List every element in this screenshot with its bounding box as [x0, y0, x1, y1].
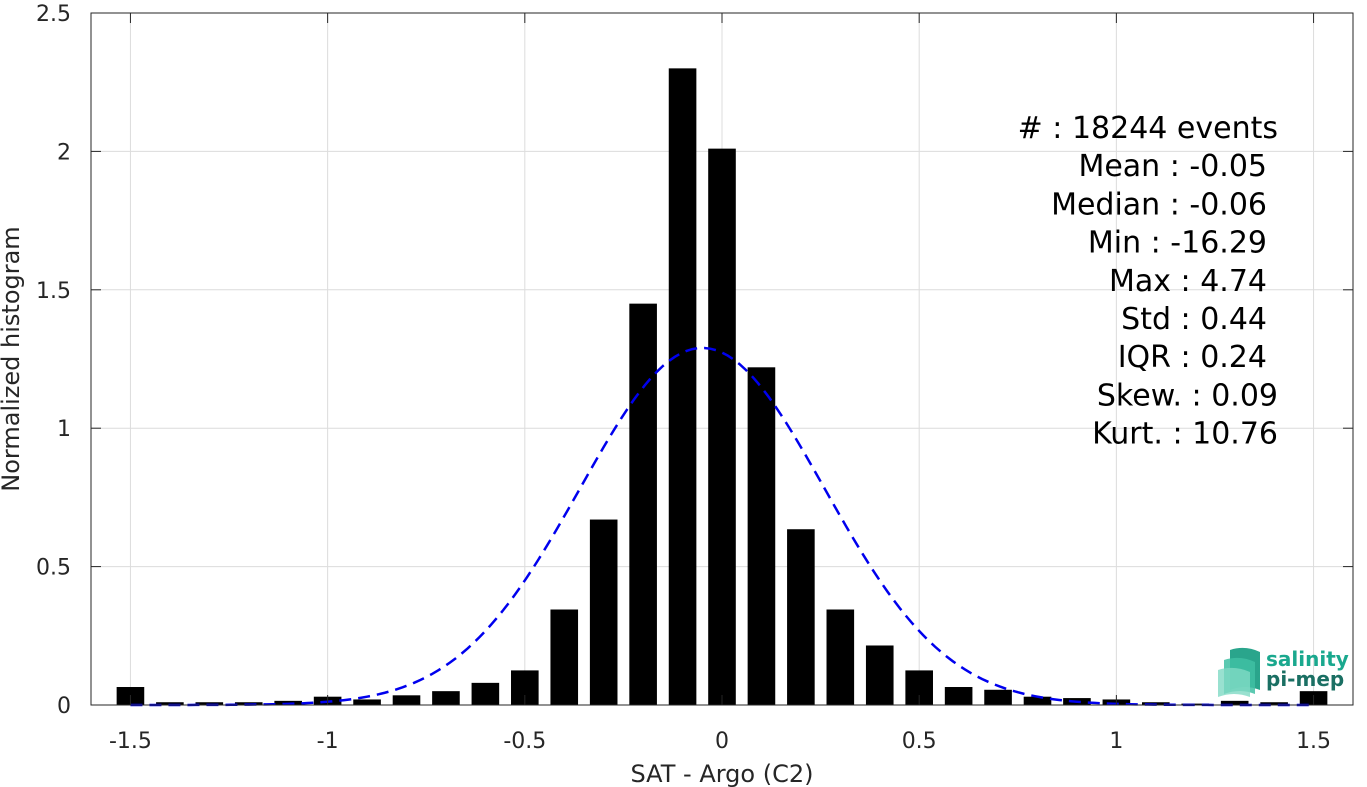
y-axis-ticks: 0 0.5 1 1.5 2 2.5: [36, 2, 1353, 719]
bar: [984, 689, 1012, 705]
bar: [944, 687, 973, 705]
bar: [353, 699, 381, 705]
y-tick-label: 2: [57, 140, 71, 165]
bar: [550, 609, 579, 705]
stats-line: # : 18244 events: [1018, 111, 1278, 146]
bar: [826, 609, 855, 705]
stats-line: Median : -0.06: [1051, 187, 1267, 222]
x-tick-label: 0.5: [902, 729, 937, 754]
bar: [471, 682, 500, 705]
logo-wave-icon: [1218, 647, 1260, 697]
salinity-pi-mep-logo: salinity pi-mep: [1218, 647, 1349, 697]
logo-line-2: pi-mep: [1266, 667, 1344, 691]
y-axis-label: Normalized histogram: [0, 226, 25, 491]
bar: [865, 645, 894, 705]
bar: [1023, 696, 1052, 705]
x-tick-label: -0.5: [503, 729, 546, 754]
x-axis-label: SAT - Argo (C2): [631, 760, 814, 787]
stats-line: Max : 4.74: [1109, 264, 1267, 299]
x-tick-label: 1: [1109, 729, 1123, 754]
bar: [1181, 703, 1210, 705]
y-tick-label: 1.5: [36, 279, 71, 304]
x-axis-ticks: -1.5 -1 -0.5 0 0.5 1 1.5: [109, 13, 1331, 754]
x-tick-label: -1.5: [109, 729, 152, 754]
bar: [432, 691, 460, 705]
bar: [156, 702, 184, 705]
stats-line: Kurt. : 10.76: [1092, 417, 1278, 452]
bar: [708, 148, 736, 705]
stats-line: Std : 0.44: [1121, 302, 1267, 337]
bar: [787, 529, 815, 705]
stats-line: Skew. : 0.09: [1097, 378, 1278, 413]
x-tick-label: 1.5: [1296, 729, 1331, 754]
y-tick-label: 0.5: [36, 556, 71, 581]
stats-line: Mean : -0.05: [1078, 149, 1267, 184]
stats-line: IQR : 0.24: [1118, 340, 1267, 375]
y-tick-label: 2.5: [36, 2, 71, 27]
bar: [392, 695, 421, 705]
bar: [1260, 702, 1288, 705]
logo-line-1: salinity: [1266, 647, 1349, 671]
bar: [629, 303, 657, 705]
bar: [195, 702, 224, 705]
y-tick-label: 1: [57, 417, 71, 442]
bar: [668, 68, 697, 706]
y-tick-label: 0: [57, 694, 71, 719]
bar: [1220, 700, 1249, 705]
x-tick-label: 0: [715, 729, 729, 754]
x-tick-label: -1: [317, 729, 339, 754]
bar: [589, 519, 618, 705]
stats-line: Min : -16.29: [1088, 226, 1267, 261]
bar: [747, 367, 776, 705]
